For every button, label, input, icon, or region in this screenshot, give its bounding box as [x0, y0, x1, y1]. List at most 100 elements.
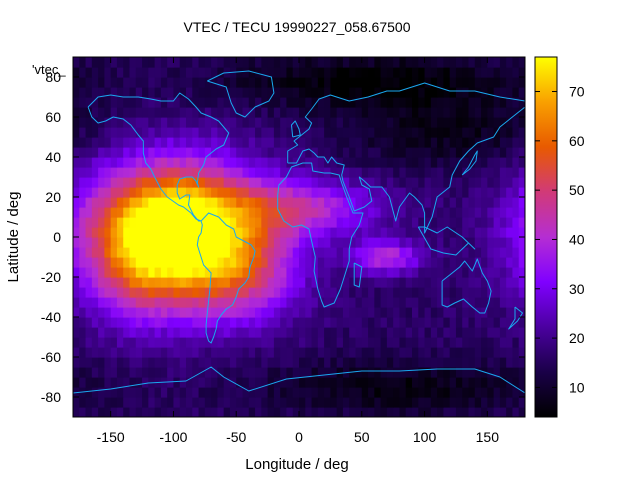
heatmap-cell [368, 287, 375, 298]
heatmap-cell [405, 377, 413, 388]
heatmap-cell [424, 337, 432, 348]
heatmap-cell [449, 307, 457, 318]
heatmap-cell [412, 97, 419, 108]
heatmap-cell [73, 247, 80, 258]
heatmap-cell [368, 357, 375, 368]
heatmap-cell [374, 157, 382, 168]
heatmap-cell [192, 137, 200, 148]
heatmap-cell [299, 77, 306, 88]
heatmap-cell [79, 267, 87, 278]
heatmap-cell [286, 127, 294, 138]
heatmap-cell [443, 107, 451, 118]
heatmap-cell [73, 287, 80, 298]
heatmap-cell [211, 377, 218, 388]
heatmap-cell [374, 397, 382, 408]
heatmap-cell [374, 257, 382, 268]
heatmap-cell [292, 137, 300, 148]
heatmap-cell [292, 157, 300, 168]
heatmap-cell [430, 367, 438, 378]
heatmap-cell [179, 407, 187, 417]
heatmap-cell [437, 257, 444, 268]
heatmap-cell [211, 267, 218, 278]
heatmap-cell [487, 77, 495, 88]
heatmap-cell [330, 87, 338, 98]
heatmap-cell [123, 247, 131, 258]
heatmap-cell [123, 157, 131, 168]
heatmap-cell [481, 97, 488, 108]
heatmap-cell [361, 337, 369, 348]
heatmap-cell [91, 77, 99, 88]
heatmap-cell [217, 127, 225, 138]
heatmap-cell [154, 287, 162, 298]
heatmap-cell [148, 307, 156, 318]
heatmap-cell [518, 347, 525, 358]
heatmap-cell [330, 177, 338, 188]
heatmap-cell [167, 197, 175, 208]
heatmap-cell [424, 387, 432, 398]
heatmap-cell [73, 167, 80, 178]
heatmap-cell [493, 317, 501, 328]
heatmap-cell [506, 337, 514, 348]
heatmap-cell [399, 237, 407, 248]
heatmap-cell [361, 217, 369, 228]
heatmap-cell [229, 307, 237, 318]
heatmap-cell [455, 307, 463, 318]
heatmap-cell [248, 387, 256, 398]
heatmap-cell [355, 137, 363, 148]
heatmap-cell [412, 127, 419, 138]
heatmap-cell [248, 377, 256, 388]
heatmap-cell [110, 307, 118, 318]
heatmap-cell [368, 97, 375, 108]
heatmap-cell [311, 407, 319, 417]
heatmap-cell [317, 117, 325, 128]
heatmap-cell [424, 57, 432, 68]
heatmap-cell [154, 127, 162, 138]
heatmap-cell [135, 127, 143, 138]
heatmap-cell [455, 77, 463, 88]
heatmap-cell [430, 67, 438, 78]
heatmap-cell [236, 177, 244, 188]
heatmap-cell [91, 337, 99, 348]
heatmap-cell [255, 107, 262, 118]
heatmap-cell [135, 277, 143, 288]
heatmap-cell [286, 357, 294, 368]
heatmap-cell [474, 107, 482, 118]
heatmap-cell [361, 117, 369, 128]
heatmap-cell [229, 277, 237, 288]
heatmap-cell [211, 237, 218, 248]
heatmap-cell [424, 67, 432, 78]
heatmap-cell [342, 387, 350, 398]
heatmap-cell [430, 257, 438, 268]
heatmap-cell [154, 117, 162, 128]
heatmap-cell [173, 377, 181, 388]
heatmap-cell [242, 377, 250, 388]
heatmap-cell [110, 407, 118, 417]
heatmap-cell [217, 317, 225, 328]
heatmap-cell [393, 227, 401, 238]
heatmap-cell [399, 137, 407, 148]
heatmap-cell [330, 137, 338, 148]
heatmap-cell [361, 67, 369, 78]
heatmap-cell [380, 327, 388, 338]
heatmap-cell [324, 107, 331, 118]
heatmap-cell [368, 407, 375, 417]
heatmap-cell [468, 397, 476, 408]
heatmap-cell [424, 227, 432, 238]
heatmap-cell [493, 147, 501, 158]
heatmap-cell [462, 367, 470, 378]
heatmap-cell [286, 237, 294, 248]
heatmap-cell [336, 97, 344, 108]
heatmap-cell [286, 287, 294, 298]
heatmap-cell [474, 217, 482, 228]
heatmap-cell [167, 107, 175, 118]
heatmap-cell [412, 377, 419, 388]
heatmap-cell [129, 197, 137, 208]
heatmap-cell [73, 87, 80, 98]
heatmap-cell [361, 97, 369, 108]
heatmap-cell [399, 97, 407, 108]
heatmap-cell [468, 387, 476, 398]
heatmap-cell [198, 327, 206, 338]
coastlines [73, 70, 525, 394]
heatmap-cell [280, 207, 288, 218]
heatmap-cell [336, 257, 344, 268]
